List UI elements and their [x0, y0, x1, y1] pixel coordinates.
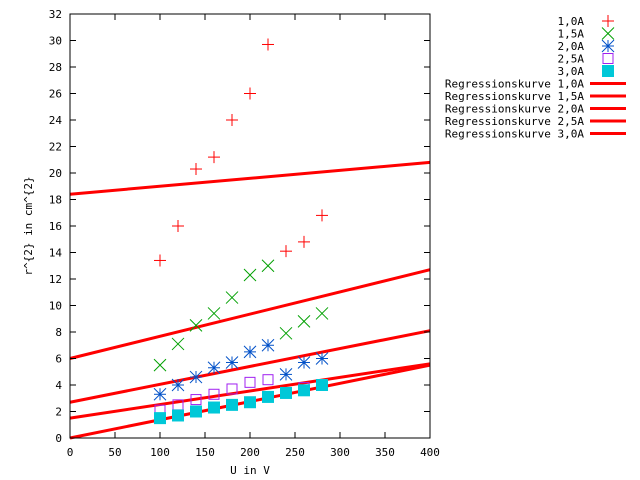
axes: 0 50 100 150 200 250 300 350 4000246810121416182…: [49, 8, 440, 459]
data-point: [153, 358, 167, 372]
y-tick-label: 10: [49, 300, 62, 313]
data-point: [261, 338, 275, 352]
data-point: [262, 374, 274, 386]
y-tick-label: 6: [55, 353, 62, 366]
data-point: [190, 163, 202, 176]
data-point: [190, 405, 202, 418]
data-point: [226, 398, 238, 411]
x-tick-label: 350: [375, 446, 395, 459]
data-point: [315, 352, 329, 365]
data-point: [244, 396, 256, 409]
y-axis-label: r^{2} in cm^{2}: [22, 176, 35, 275]
legend-symbol: [601, 27, 615, 40]
data-point: [153, 387, 167, 401]
data-point: [189, 370, 203, 384]
data-point: [154, 254, 166, 267]
data-point: [208, 401, 220, 414]
y-tick-label: 32: [49, 8, 62, 21]
legend-symbol: [601, 39, 615, 53]
data-point: [225, 356, 239, 369]
x-tick-label: 200: [240, 446, 260, 459]
data-point: [208, 151, 220, 164]
regression-line-0: [69, 160, 431, 196]
legend-label: Regressionskurve 1,5A: [445, 90, 584, 103]
y-tick-label: 20: [49, 167, 62, 180]
x-tick-label: 250: [285, 446, 305, 459]
data-point: [243, 345, 257, 359]
y-tick-label: 14: [49, 247, 63, 260]
legend-symbol: [602, 15, 614, 27]
y-tick-label: 0: [55, 432, 62, 445]
data-point: [225, 291, 239, 304]
data-point: [261, 259, 275, 273]
regression-line-1: [69, 268, 431, 360]
data-point: [226, 114, 238, 126]
data-point: [280, 245, 292, 258]
data-point: [262, 38, 274, 51]
data-point: [279, 326, 293, 340]
x-tick-label: 100: [150, 446, 170, 459]
legend-symbol: [602, 53, 614, 64]
x-tick-label: 0: [67, 446, 74, 459]
regression-line-2: [69, 329, 431, 404]
data-point: [298, 384, 310, 397]
y-tick-label: 18: [49, 194, 62, 207]
data-point: [154, 412, 166, 425]
data-point: [297, 356, 311, 369]
data-point: [172, 220, 184, 232]
data-point: [207, 307, 221, 320]
data-point: [244, 376, 256, 388]
y-tick-label: 2: [55, 406, 62, 419]
data-point: [208, 388, 220, 400]
data-point: [297, 315, 311, 328]
y-tick-label: 22: [49, 141, 62, 154]
y-tick-label: 26: [49, 88, 62, 101]
legend-label: 1,5A: [558, 28, 585, 41]
data-point: [190, 394, 202, 406]
legend-label: 1,0A: [558, 15, 585, 28]
data-point: [316, 379, 328, 391]
y-tick-label: 12: [49, 273, 62, 286]
legend-label: 3,0A: [558, 65, 585, 78]
legend-label: Regressionskurve 1,0A: [445, 78, 584, 91]
x-tick-label: 300: [330, 446, 350, 459]
plot-frame: [69, 13, 431, 439]
regression-line-3: [69, 362, 431, 420]
data-point: [280, 386, 292, 399]
y-tick-label: 8: [55, 326, 62, 339]
x-tick-label: 150: [195, 446, 215, 459]
y-tick-label: 16: [49, 220, 62, 233]
legend-label: 2,5A: [558, 53, 585, 66]
legend-label: Regressionskurve 2,5A: [445, 115, 584, 128]
data-point: [171, 378, 185, 392]
data-points: [153, 38, 329, 425]
data-point: [244, 87, 256, 100]
data-point: [316, 209, 328, 222]
x-tick-label: 50: [108, 446, 121, 459]
y-tick-label: 30: [49, 35, 62, 48]
data-point: [298, 235, 310, 248]
data-point: [315, 307, 329, 320]
legend-label: Regressionskurve 3,0A: [445, 128, 584, 141]
x-axis-label: U in V: [230, 464, 270, 477]
legend-symbol: [602, 65, 614, 77]
legend-label: Regressionskurve 2,0A: [445, 103, 584, 116]
data-point: [172, 409, 184, 422]
data-point: [226, 383, 238, 395]
data-point: [243, 268, 257, 282]
y-tick-label: 28: [49, 61, 62, 74]
y-tick-label: 4: [55, 379, 62, 392]
y-tick-label: 24: [49, 114, 63, 127]
data-point: [279, 368, 293, 381]
data-point: [262, 390, 274, 403]
data-point: [171, 337, 185, 351]
x-tick-label: 400: [420, 446, 440, 459]
legend-label: 2,0A: [558, 40, 585, 53]
data-point: [189, 319, 203, 332]
data-point: [207, 361, 221, 375]
